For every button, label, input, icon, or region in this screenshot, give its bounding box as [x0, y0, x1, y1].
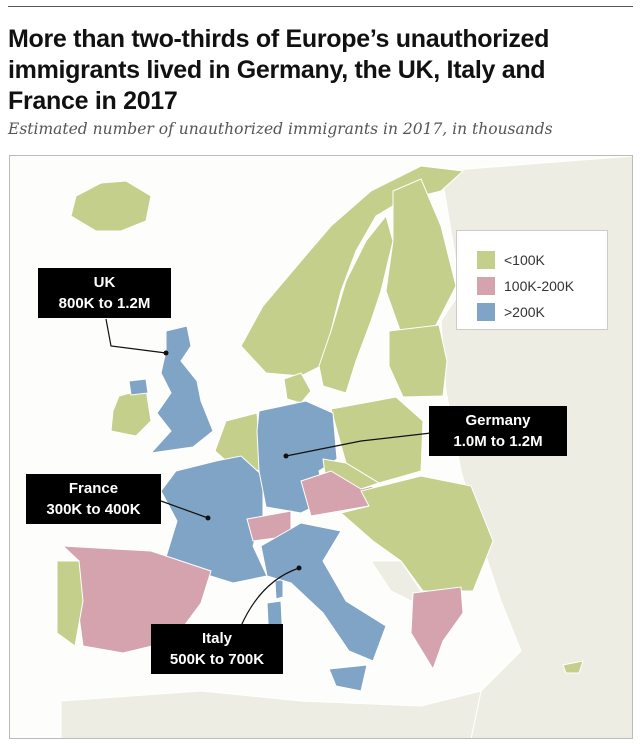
legend-label: <100K — [504, 252, 545, 268]
region-greece — [410, 586, 464, 671]
callout-italy: Italy 500K to 700K — [151, 624, 283, 674]
france-marker — [205, 515, 211, 521]
germany-marker — [283, 453, 289, 459]
legend-label: >200K — [504, 304, 545, 320]
region-denmark — [283, 372, 312, 404]
region-northern-ireland — [128, 378, 149, 396]
callout-italy-name: Italy — [201, 630, 232, 647]
legend-swatch-high — [477, 303, 495, 321]
callout-germany: Germany 1.0M to 1.2M — [429, 406, 567, 456]
region-sweden — [318, 214, 394, 394]
legend-swatch-mid — [477, 277, 495, 295]
region-southeast — [339, 475, 494, 592]
region-corsica — [274, 578, 284, 600]
callout-uk-range: 800K to 1.2M — [58, 295, 151, 312]
chart-subtitle: Estimated number of unauthorized immigra… — [8, 120, 553, 138]
region-uk — [149, 325, 214, 454]
callout-germany-range: 1.0M to 1.2M — [453, 433, 543, 450]
callout-france-range: 300K to 400K — [46, 501, 141, 518]
region-iceland — [70, 180, 152, 232]
map-legend: <100K 100K-200K >200K — [456, 230, 608, 330]
region-portugal — [56, 560, 84, 647]
uk-marker — [163, 350, 169, 356]
legend-swatch-low — [477, 251, 495, 269]
region-sicily — [328, 664, 368, 692]
region-austria — [300, 470, 374, 517]
region-cyprus — [562, 660, 584, 674]
italy-leader-line — [240, 567, 300, 627]
uk-leader-line — [105, 318, 167, 354]
region-finland — [385, 178, 457, 334]
region-other-africa — [60, 690, 482, 738]
callout-germany-name: Germany — [465, 412, 531, 429]
legend-item-high: >200K — [477, 303, 545, 321]
callout-uk-name: UK — [93, 274, 116, 291]
callout-uk: UK 800K to 1.2M — [38, 268, 171, 318]
chart-title: More than two-thirds of Europe’s unautho… — [8, 25, 550, 115]
legend-item-mid: 100K-200K — [477, 277, 574, 295]
germany-leader-line — [285, 432, 432, 457]
italy-marker — [296, 565, 302, 571]
france-leader-line — [160, 500, 209, 519]
callout-france-name: France — [68, 480, 119, 497]
region-ireland — [110, 388, 152, 437]
top-rule — [8, 6, 633, 7]
region-italy — [260, 522, 387, 662]
legend-label: 100K-200K — [504, 278, 575, 294]
callout-italy-range: 500K to 700K — [169, 651, 265, 668]
callout-france: France 300K to 400K — [26, 474, 161, 524]
legend-item-low: <100K — [477, 251, 545, 269]
region-baltics — [388, 324, 448, 398]
